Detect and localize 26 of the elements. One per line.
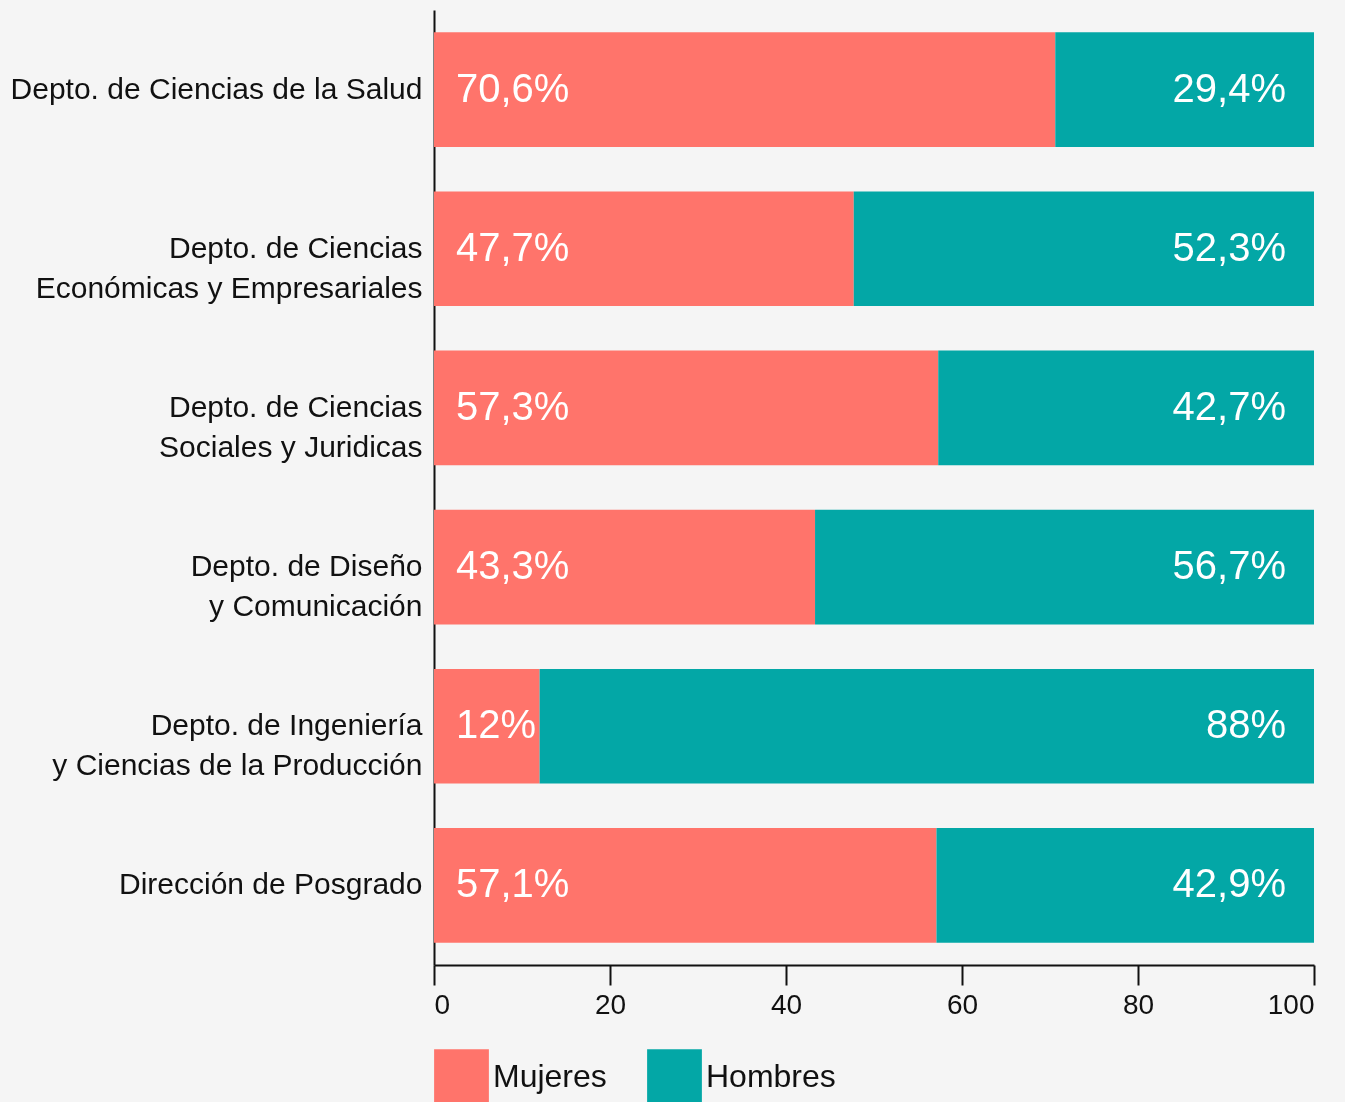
data-label: 42,7% bbox=[1172, 383, 1286, 428]
x-tick-label: 60 bbox=[946, 988, 979, 1020]
data-label: 47,7% bbox=[456, 224, 570, 269]
y-tick-label: Depto. de Ciencias Económicas y Empresariales bbox=[35, 230, 423, 304]
data-label: 42,9% bbox=[1172, 861, 1286, 906]
data-label: 52,3% bbox=[1172, 224, 1286, 269]
data-label: 57,3% bbox=[456, 383, 570, 428]
data-label: 57,1% bbox=[456, 861, 570, 906]
data-label: 56,7% bbox=[1172, 543, 1286, 588]
x-tick-label: 0 bbox=[434, 988, 451, 1020]
x-tick-label: 40 bbox=[770, 988, 803, 1020]
data-label: 43,3% bbox=[456, 543, 570, 588]
y-tick-label: Dirección de Posgrado bbox=[118, 867, 423, 901]
y-tick-label: Depto. de Ciencias Sociales y Juridicas bbox=[159, 389, 423, 463]
legend-label: Mujeres bbox=[493, 1057, 607, 1094]
data-label: 12% bbox=[456, 702, 537, 747]
legend-label: Hombres bbox=[706, 1057, 836, 1094]
y-tick-label: Depto. de Diseño y Comunicación bbox=[190, 549, 423, 623]
y-tick-label: Depto. de Ciencias de la Salud bbox=[10, 71, 423, 105]
x-tick-label: 100 bbox=[1267, 988, 1315, 1020]
data-label: 88% bbox=[1205, 702, 1286, 747]
x-tick-label: 80 bbox=[1122, 988, 1155, 1020]
x-tick-label: 20 bbox=[594, 988, 627, 1020]
y-tick-label: Depto. de Ingeniería y Ciencias de la Producción bbox=[52, 708, 423, 782]
data-label: 70,6% bbox=[456, 65, 570, 110]
data-label: 29,4% bbox=[1172, 65, 1286, 110]
